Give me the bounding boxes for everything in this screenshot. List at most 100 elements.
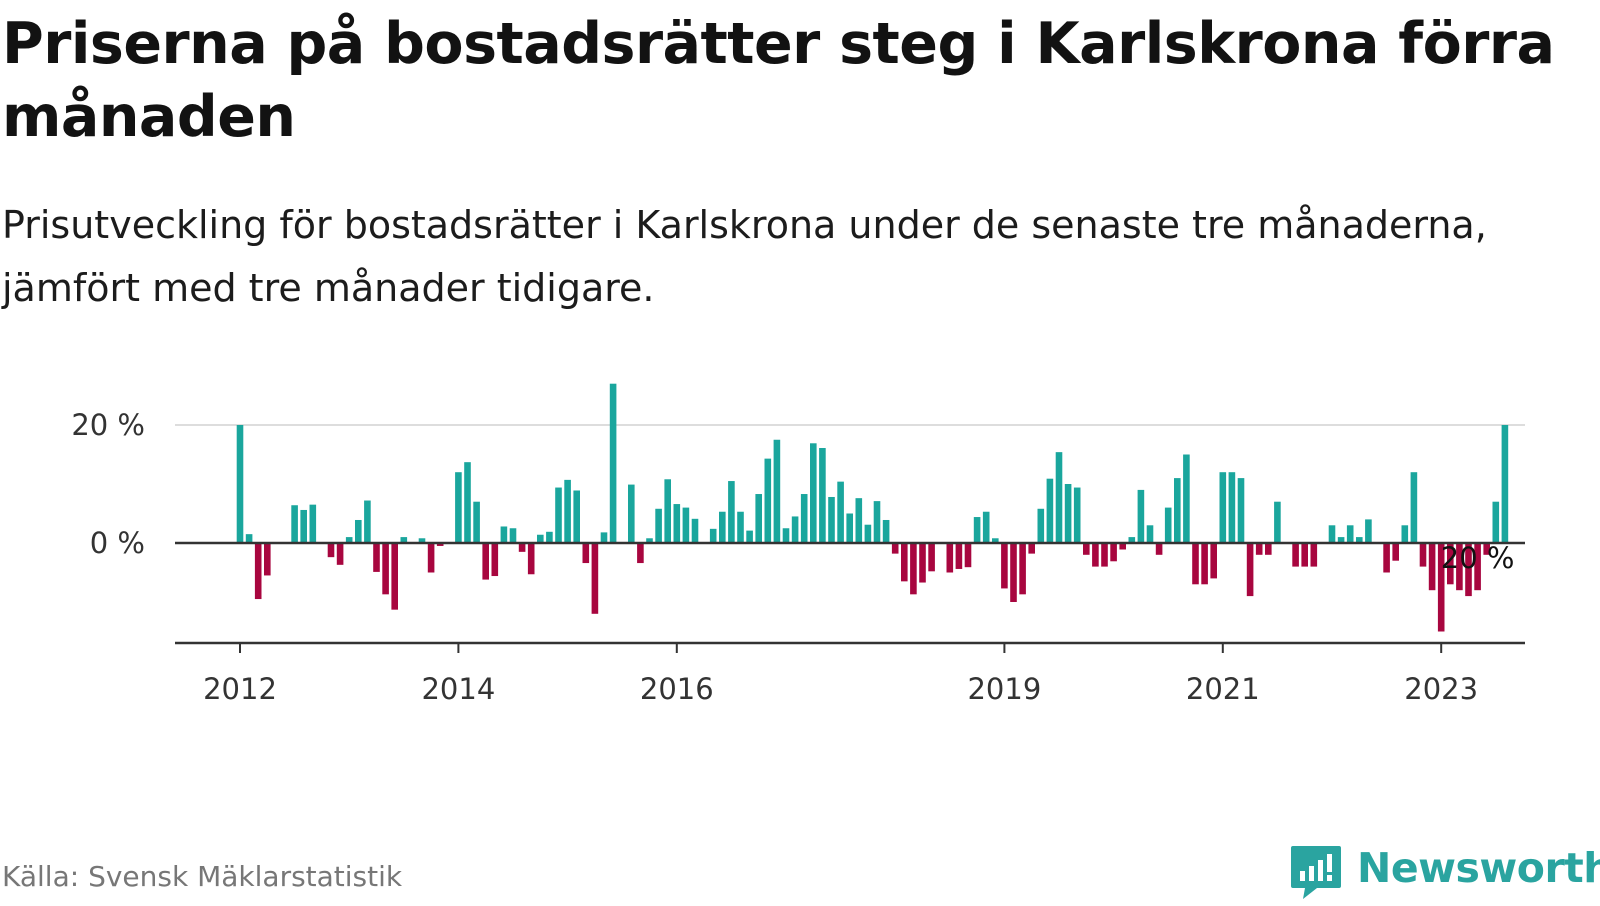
bar-82 <box>982 511 990 543</box>
bar-81 <box>973 517 981 543</box>
bar-39 <box>591 543 599 614</box>
bar-62 <box>800 494 808 543</box>
bar-13 <box>355 519 362 543</box>
bar-44 <box>637 543 644 564</box>
bar-16 <box>382 543 389 595</box>
x-tick-label-2014: 2014 <box>421 672 495 706</box>
bar-21 <box>427 543 435 573</box>
bar-53 <box>719 511 726 543</box>
bar-83 <box>992 538 999 543</box>
x-tick-label-2021: 2021 <box>1186 672 1260 706</box>
bar-40 <box>600 532 608 543</box>
bar-112 <box>1255 543 1263 555</box>
bar-116 <box>1292 543 1299 567</box>
bar-88 <box>1037 508 1045 543</box>
bar-104 <box>1183 454 1190 543</box>
x-tick-label-2019: 2019 <box>967 672 1041 706</box>
bar-54 <box>728 481 735 543</box>
bar-78 <box>946 543 954 573</box>
bar-47 <box>664 479 671 543</box>
bar-12 <box>345 537 353 543</box>
x-tick-label-2023: 2023 <box>1404 672 1478 706</box>
bar-114 <box>1274 501 1281 543</box>
bar-69 <box>864 524 872 543</box>
bar-117 <box>1301 543 1308 567</box>
bar-57 <box>755 494 762 543</box>
y-tick-label-0: 0 % <box>90 526 145 560</box>
bar-66 <box>837 481 844 543</box>
bar-130 <box>1419 543 1427 567</box>
bar-0 <box>236 425 244 543</box>
chart-title: Priserna på bostadsrätter steg i Karlskr… <box>2 11 1555 150</box>
bar-30 <box>509 528 517 543</box>
bar-24 <box>455 472 462 543</box>
bar-91 <box>1064 484 1072 543</box>
bar-134 <box>1456 543 1463 591</box>
bar-122 <box>1346 525 1354 543</box>
bar-123 <box>1356 537 1363 543</box>
bar-132 <box>1437 543 1445 632</box>
bar-128 <box>1401 525 1409 543</box>
bar-97 <box>1119 543 1126 550</box>
bar-22 <box>436 543 444 546</box>
bar-10 <box>327 543 335 558</box>
bar-67 <box>846 513 853 543</box>
bar-chart: 0 % 20 % 2012 2014 2016 2019 2021 2023 20 % <box>71 383 1525 706</box>
axis-layer: 0 % 20 % 2012 2014 2016 2019 2021 2023 20 % <box>71 408 1525 706</box>
bar-68 <box>855 498 863 543</box>
bar-46 <box>655 508 662 543</box>
chart-subtitle: Prisutveckling för bostadsrätter i Karls… <box>2 203 1487 310</box>
bar-101 <box>1155 543 1163 555</box>
bar-72 <box>891 543 899 554</box>
bar-61 <box>791 516 799 543</box>
bar-29 <box>500 526 508 543</box>
bar-105 <box>1192 543 1199 585</box>
bar-94 <box>1092 543 1099 567</box>
bar-37 <box>573 490 580 543</box>
bar-1 <box>245 534 253 543</box>
bar-85 <box>1010 543 1017 602</box>
bar-63 <box>810 443 817 543</box>
bar-139 <box>1501 425 1509 543</box>
bar-17 <box>391 543 398 610</box>
bar-100 <box>1146 525 1154 543</box>
source-note: Källa: Svensk Mäklarstatistik <box>2 860 403 893</box>
bar-3 <box>264 543 271 576</box>
bar-124 <box>1365 519 1372 543</box>
bar-76 <box>928 543 935 572</box>
bar-92 <box>1073 487 1081 543</box>
bar-84 <box>1001 543 1008 589</box>
bar-25 <box>464 462 471 543</box>
bar-113 <box>1265 543 1272 555</box>
bar-49 <box>682 507 690 543</box>
bar-36 <box>564 479 571 543</box>
bar-52 <box>709 528 717 543</box>
bar-131 <box>1428 543 1436 591</box>
bar-127 <box>1392 543 1399 561</box>
bar-50 <box>691 518 699 543</box>
bar-11 <box>336 543 344 565</box>
bar-18 <box>400 537 408 543</box>
bar-93 <box>1083 543 1090 555</box>
bar-56 <box>746 530 753 543</box>
bar-90 <box>1055 452 1063 543</box>
bar-126 <box>1383 543 1390 573</box>
bar-45 <box>646 538 653 543</box>
bar-133 <box>1447 543 1454 585</box>
bar-58 <box>764 458 772 543</box>
bar-95 <box>1101 543 1108 567</box>
bar-87 <box>1028 543 1035 554</box>
bar-32 <box>527 543 535 575</box>
y-tick-label-20: 20 % <box>71 408 145 442</box>
bar-2 <box>254 543 262 600</box>
bar-96 <box>1110 543 1117 562</box>
bar-60 <box>782 528 790 543</box>
bar-65 <box>828 496 835 543</box>
bar-136 <box>1474 543 1481 591</box>
bar-71 <box>882 519 890 543</box>
bar-35 <box>555 487 562 543</box>
bar-59 <box>773 439 781 543</box>
bar-15 <box>373 543 380 572</box>
bar-118 <box>1310 543 1318 567</box>
bar-26 <box>473 501 480 543</box>
